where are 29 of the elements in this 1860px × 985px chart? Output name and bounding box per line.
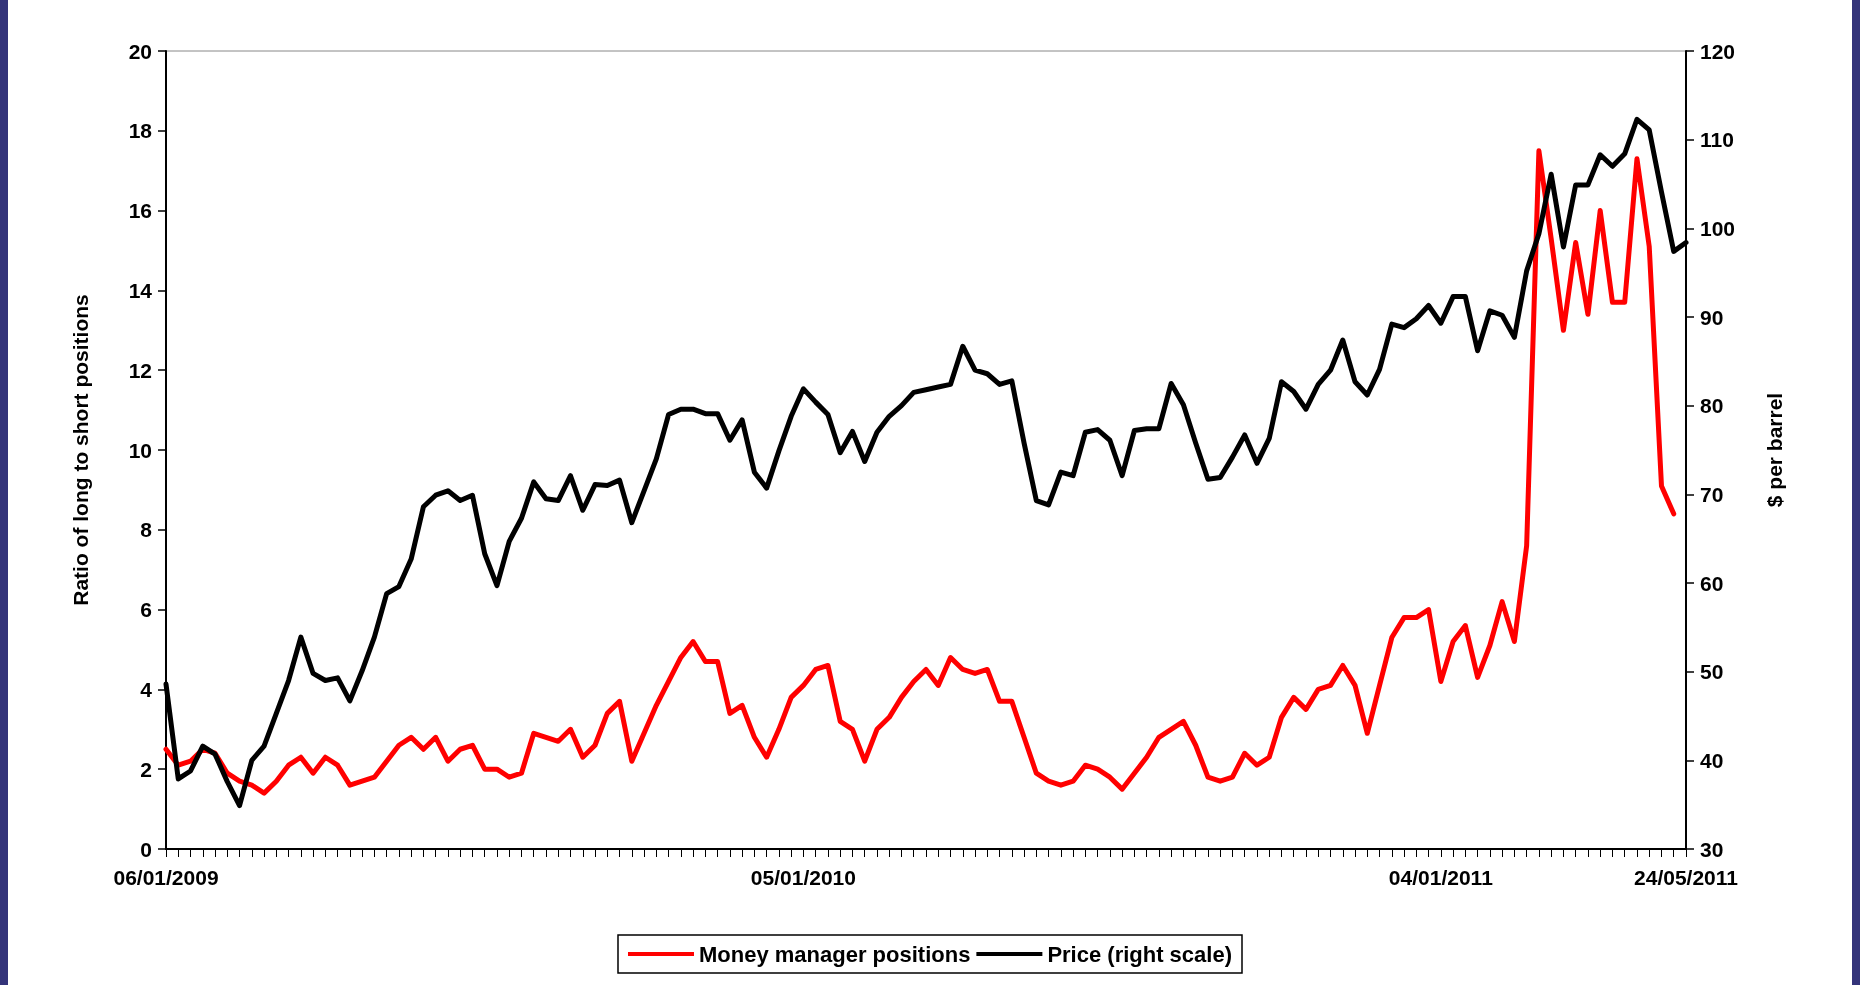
y-tick-label: 8: [140, 518, 153, 542]
x-tick-label: 05/01/2010: [750, 866, 856, 889]
y2-axis-title: $ per barrel: [1763, 392, 1786, 508]
legend-label: Money manager positions: [699, 941, 971, 967]
y-axis-title: Ratio of long to short positions: [69, 294, 92, 606]
y-tick-label: 2: [140, 757, 152, 781]
y-tick-label: 0: [140, 837, 152, 861]
y2-tick-label: 80: [1700, 394, 1724, 418]
y2-tick-label: 30: [1700, 837, 1724, 861]
y-tick-label: 4: [140, 677, 153, 701]
y2-tick-label: 110: [1700, 128, 1734, 152]
y-tick-label: 14: [128, 278, 153, 302]
y2-tick-label: 90: [1700, 305, 1724, 329]
x-tick-label: 24/05/2011: [1634, 866, 1739, 889]
y-tick-label: 18: [128, 119, 153, 143]
y-tick-label: 6: [140, 598, 152, 622]
y2-tick-label: 100: [1700, 216, 1736, 240]
legend-label: Price (right scale): [1047, 941, 1233, 967]
x-tick-label: 06/01/2009: [113, 866, 219, 889]
y2-tick-label: 120: [1700, 39, 1736, 63]
y2-tick-label: 40: [1700, 748, 1724, 772]
y-tick-label: 20: [128, 39, 152, 63]
y2-tick-label: 60: [1700, 571, 1724, 595]
y-tick-label: 16: [128, 199, 152, 223]
x-tick-label: 04/01/2011: [1388, 866, 1494, 889]
y-tick-label: 12: [128, 358, 152, 382]
y2-tick-label: 70: [1700, 482, 1724, 506]
y-tick-label: 10: [128, 438, 152, 462]
y2-tick-label: 50: [1700, 660, 1724, 684]
